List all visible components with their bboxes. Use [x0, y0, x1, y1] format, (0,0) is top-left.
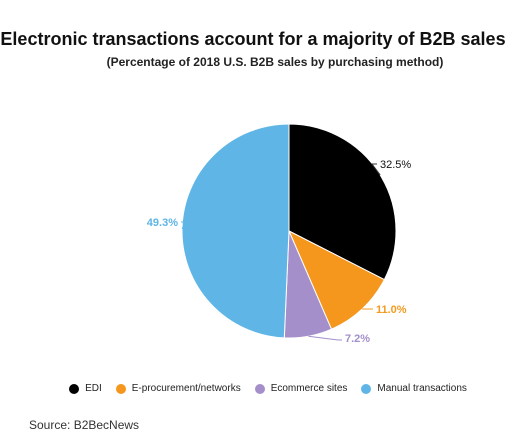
data-label-ecommerce-sites: 7.2%: [345, 333, 370, 345]
data-label-manual-transactions: 49.3%: [147, 217, 178, 229]
pie-slice-manual-transactions: [181, 123, 290, 339]
leader-line-0: [371, 163, 381, 176]
chart-legend: EDI E-procurement/networks Ecommerce sit…: [0, 383, 506, 394]
legend-swatch-edi: [69, 383, 80, 394]
data-label-e-procurement-networks: 11.0%: [376, 304, 407, 316]
legend-swatch-manual: [361, 383, 372, 394]
source-note: Source: B2BecNews: [29, 418, 140, 432]
data-label-edi: 32.5%: [380, 159, 411, 171]
chart-title: Electronic transactions account for a ma…: [0, 29, 506, 49]
pie-slice-edi: [288, 123, 397, 281]
legend-label-manual: Manual transactions: [377, 383, 467, 394]
chart-subtitle: (Percentage of 2018 U.S. B2B sales by pu…: [106, 55, 444, 69]
legend-label-edi: EDI: [85, 383, 102, 394]
legend-item-e-procurement: E-procurement/networks: [115, 383, 241, 394]
legend-swatch-ecommerce: [254, 383, 265, 394]
legend-label-ecommerce: Ecommerce sites: [270, 383, 348, 394]
leader-line-2: [308, 335, 342, 341]
legend-item-manual: Manual transactions: [361, 383, 467, 394]
legend-label-e-procurement: E-procurement/networks: [131, 383, 241, 394]
legend-item-edi: EDI: [69, 383, 102, 394]
legend-item-ecommerce: Ecommerce sites: [254, 383, 348, 394]
legend-swatch-e-procurement: [115, 383, 126, 394]
leader-line-3: [181, 221, 187, 229]
pie-slice-e-procurement-networks: [287, 229, 386, 330]
